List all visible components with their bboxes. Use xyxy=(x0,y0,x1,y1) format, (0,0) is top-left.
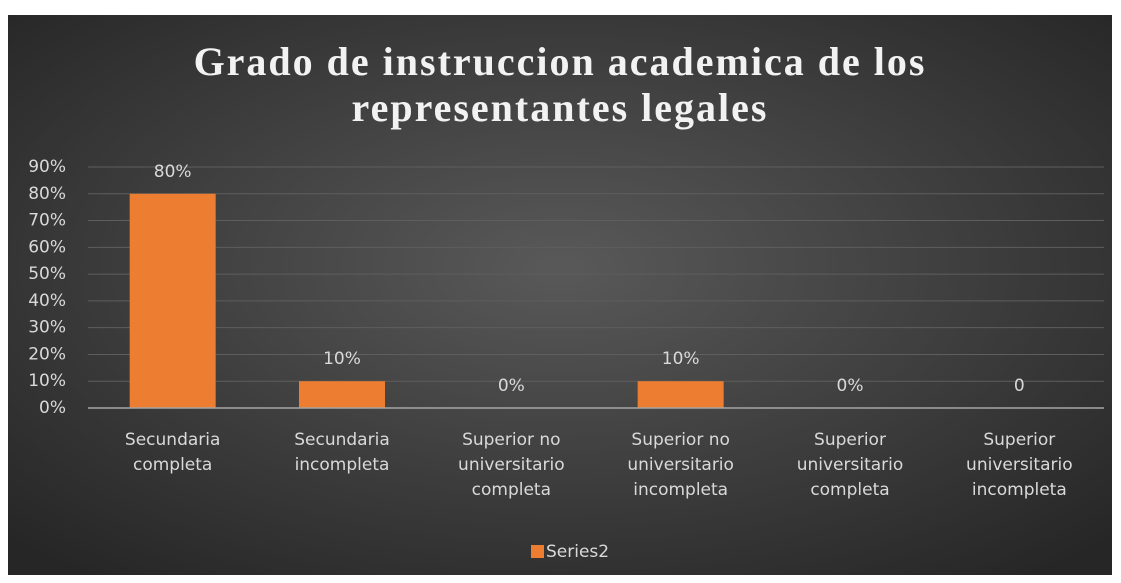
legend-label: Series2 xyxy=(546,542,609,562)
data-label: 0 xyxy=(1014,376,1025,396)
legend-swatch xyxy=(531,545,544,558)
x-tick-label: Superior no universitario incompleta xyxy=(627,430,734,500)
y-tick-label: 50% xyxy=(28,264,66,284)
bar xyxy=(637,381,724,408)
bar xyxy=(299,381,385,408)
y-tick-label: 70% xyxy=(28,211,66,231)
bar xyxy=(129,193,216,408)
data-label: 10% xyxy=(323,349,361,369)
y-tick-label: 10% xyxy=(28,371,66,391)
x-tick-label: Superior no universitario completa xyxy=(458,430,565,500)
chart-title: Grado de instruccion academica de los rep… xyxy=(194,39,927,130)
x-tick-label: Secundaria incompleta xyxy=(294,430,389,475)
y-tick-label: 60% xyxy=(28,237,66,257)
data-label: 80% xyxy=(154,162,192,182)
x-tick-label: Superior universitario completa xyxy=(797,430,904,500)
legend-item: Series2 xyxy=(531,542,609,562)
data-label: 0% xyxy=(498,376,525,396)
data-label: 0% xyxy=(837,376,864,396)
y-tick-label: 30% xyxy=(28,318,66,338)
x-tick-label: Secundaria completa xyxy=(125,430,220,475)
data-label: 10% xyxy=(662,349,700,369)
x-tick-label: Superior universitario incompleta xyxy=(966,430,1073,500)
y-tick-label: 0% xyxy=(39,398,66,418)
y-tick-label: 80% xyxy=(28,184,66,204)
y-tick-label: 20% xyxy=(28,344,66,364)
y-tick-label: 40% xyxy=(28,291,66,311)
y-tick-label: 90% xyxy=(28,157,66,177)
